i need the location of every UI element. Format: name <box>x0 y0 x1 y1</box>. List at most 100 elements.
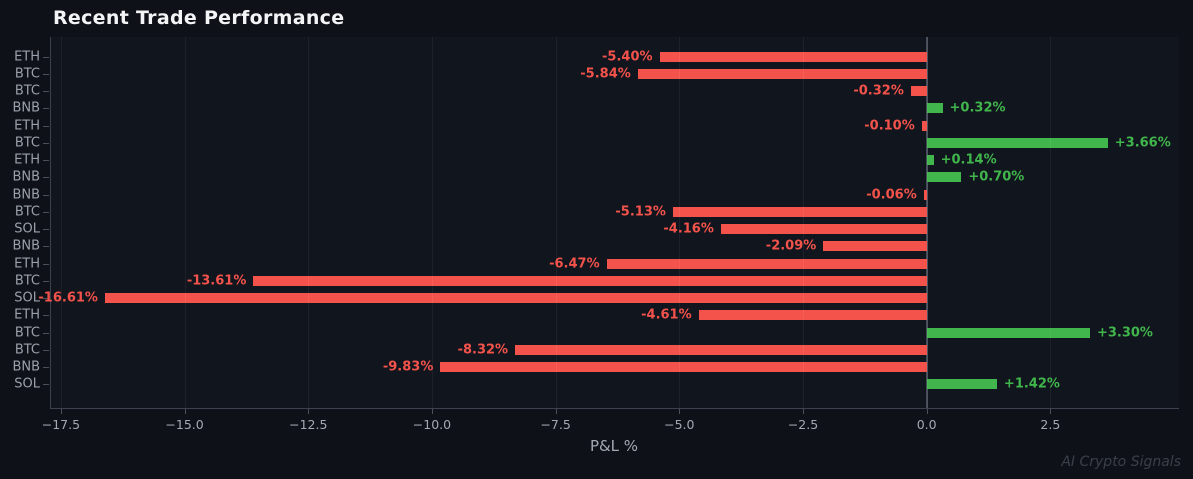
y-axis-label: BNB <box>12 169 40 185</box>
y-axis-label: SOL <box>14 376 40 392</box>
y-tick-mark <box>43 280 49 282</box>
bar-value-label: +3.66% <box>1114 135 1171 151</box>
y-tick-mark <box>43 263 49 265</box>
x-tick-mark <box>926 409 928 414</box>
trade-row: BNB +0.32% <box>12 100 1179 117</box>
pnl-bar-negative <box>253 275 927 286</box>
x-tick-mark <box>184 409 186 414</box>
pnl-bar-negative <box>823 241 927 252</box>
x-tick-mark <box>1050 409 1052 414</box>
pnl-bar-negative <box>910 86 927 97</box>
trade-row: BTC -0.32% <box>15 83 1179 100</box>
x-tick-label: −17.5 <box>41 417 81 432</box>
y-axis-label: BTC <box>14 204 40 220</box>
bar-value-label: -4.16% <box>663 221 714 237</box>
x-tick-mark <box>308 409 310 414</box>
pnl-bar-positive <box>926 327 1090 338</box>
y-tick-mark <box>43 56 49 58</box>
pnl-bar-negative <box>104 293 927 304</box>
trade-row: BTC +3.66% <box>15 134 1179 151</box>
chart-title: Recent Trade Performance <box>53 7 345 29</box>
x-tick-label: −12.5 <box>289 417 328 432</box>
y-tick-mark <box>43 108 49 110</box>
pnl-bar-positive <box>926 379 997 390</box>
y-tick-mark <box>43 73 49 75</box>
bar-value-label: -8.32% <box>457 342 509 358</box>
y-tick-mark <box>43 298 49 300</box>
x-tick-label: 0.0 <box>916 417 937 432</box>
y-axis-label: ETH <box>14 49 40 65</box>
y-tick-mark <box>43 246 49 248</box>
y-axis-label: BTC <box>14 342 40 358</box>
trade-row: SOL -4.16% <box>14 221 1179 238</box>
bar-value-label: -0.10% <box>864 118 915 134</box>
trade-row: ETH -4.61% <box>14 307 1179 324</box>
pnl-bar-negative <box>659 51 927 62</box>
bar-value-label: -13.61% <box>186 273 247 289</box>
bar-value-label: +0.70% <box>968 169 1025 185</box>
y-axis-label: BTC <box>14 273 40 289</box>
y-tick-mark <box>43 315 49 317</box>
bar-value-label: -2.09% <box>765 238 817 254</box>
bar-value-label: -9.83% <box>382 359 434 375</box>
y-tick-mark <box>43 142 49 144</box>
x-tick-mark <box>431 409 433 414</box>
pnl-bar-negative <box>637 68 927 79</box>
pnl-bar-positive <box>926 103 943 114</box>
y-axis-label: BNB <box>12 100 40 116</box>
pnl-bar-negative <box>672 206 927 217</box>
y-axis-label: SOL <box>14 290 40 306</box>
y-tick-mark <box>43 349 49 351</box>
trade-row: BTC -5.84% <box>15 65 1179 82</box>
y-tick-mark <box>43 177 49 179</box>
bar-value-label: +3.30% <box>1096 325 1153 341</box>
y-tick-mark <box>43 384 49 386</box>
pnl-bar-positive <box>926 137 1108 148</box>
y-axis-label: BTC <box>14 325 40 341</box>
trade-row: ETH -5.40% <box>14 48 1179 65</box>
x-tick-label: −5.0 <box>664 417 695 432</box>
watermark: AI Crypto Signals <box>1061 454 1181 470</box>
x-tick-mark <box>555 409 557 414</box>
pnl-bar-positive <box>926 155 934 166</box>
bar-value-label: -6.47% <box>549 256 600 272</box>
trade-row: ETH -6.47% <box>14 255 1179 272</box>
x-tick-mark <box>679 409 681 414</box>
x-axis: −17.5 −15.0 −12.5 −10.0 −7.5 −5.0 −2.5 0.0 2.5 <box>42 408 1179 448</box>
bar-value-label: -5.40% <box>602 49 653 65</box>
x-tick-label: −10.0 <box>412 417 452 432</box>
y-axis-label: BTC <box>14 135 40 151</box>
y-tick-mark <box>43 211 49 213</box>
pnl-bar-positive <box>926 172 962 183</box>
trade-row: BTC -8.32% <box>15 341 1179 358</box>
y-tick-mark <box>43 125 49 127</box>
bar-value-label: -0.06% <box>866 187 917 203</box>
y-axis-label: ETH <box>14 307 40 323</box>
trade-row: BNB -2.09% <box>12 238 1179 255</box>
trade-row: BTC -13.61% <box>15 272 1179 289</box>
y-axis-label: BNB <box>12 359 40 375</box>
bar-value-label: +0.32% <box>949 100 1006 116</box>
y-axis-label: BNB <box>12 238 40 254</box>
y-tick-mark <box>43 229 49 231</box>
x-tick-label: −7.5 <box>540 417 571 432</box>
bar-value-label: +0.14% <box>940 152 997 168</box>
trade-row: BNB -0.06% <box>12 186 1179 203</box>
zero-baseline <box>925 37 928 408</box>
trade-row: BTC -5.13% <box>15 203 1179 220</box>
y-axis-label: ETH <box>14 118 40 134</box>
pnl-bar-negative <box>698 310 927 321</box>
pnl-bar-negative <box>515 344 927 355</box>
x-tick-label: −15.0 <box>165 417 204 432</box>
pnl-bar-negative <box>606 258 927 269</box>
x-tick-label: −2.5 <box>787 417 819 432</box>
trade-row: BTC +3.30% <box>15 324 1179 341</box>
y-axis-label: SOL <box>14 221 40 237</box>
y-axis-label: BTC <box>14 83 40 99</box>
pnl-bar-negative <box>923 189 927 200</box>
bar-value-label: -5.13% <box>615 204 666 220</box>
x-tick-mark <box>60 409 62 414</box>
trade-row: BNB -9.83% <box>12 359 1179 376</box>
y-axis-label: BNB <box>12 187 40 203</box>
bar-rows: ETH -5.40% BTC -5.84% BTC -0.32% BNB +0.32% ETH -… <box>12 37 1179 408</box>
